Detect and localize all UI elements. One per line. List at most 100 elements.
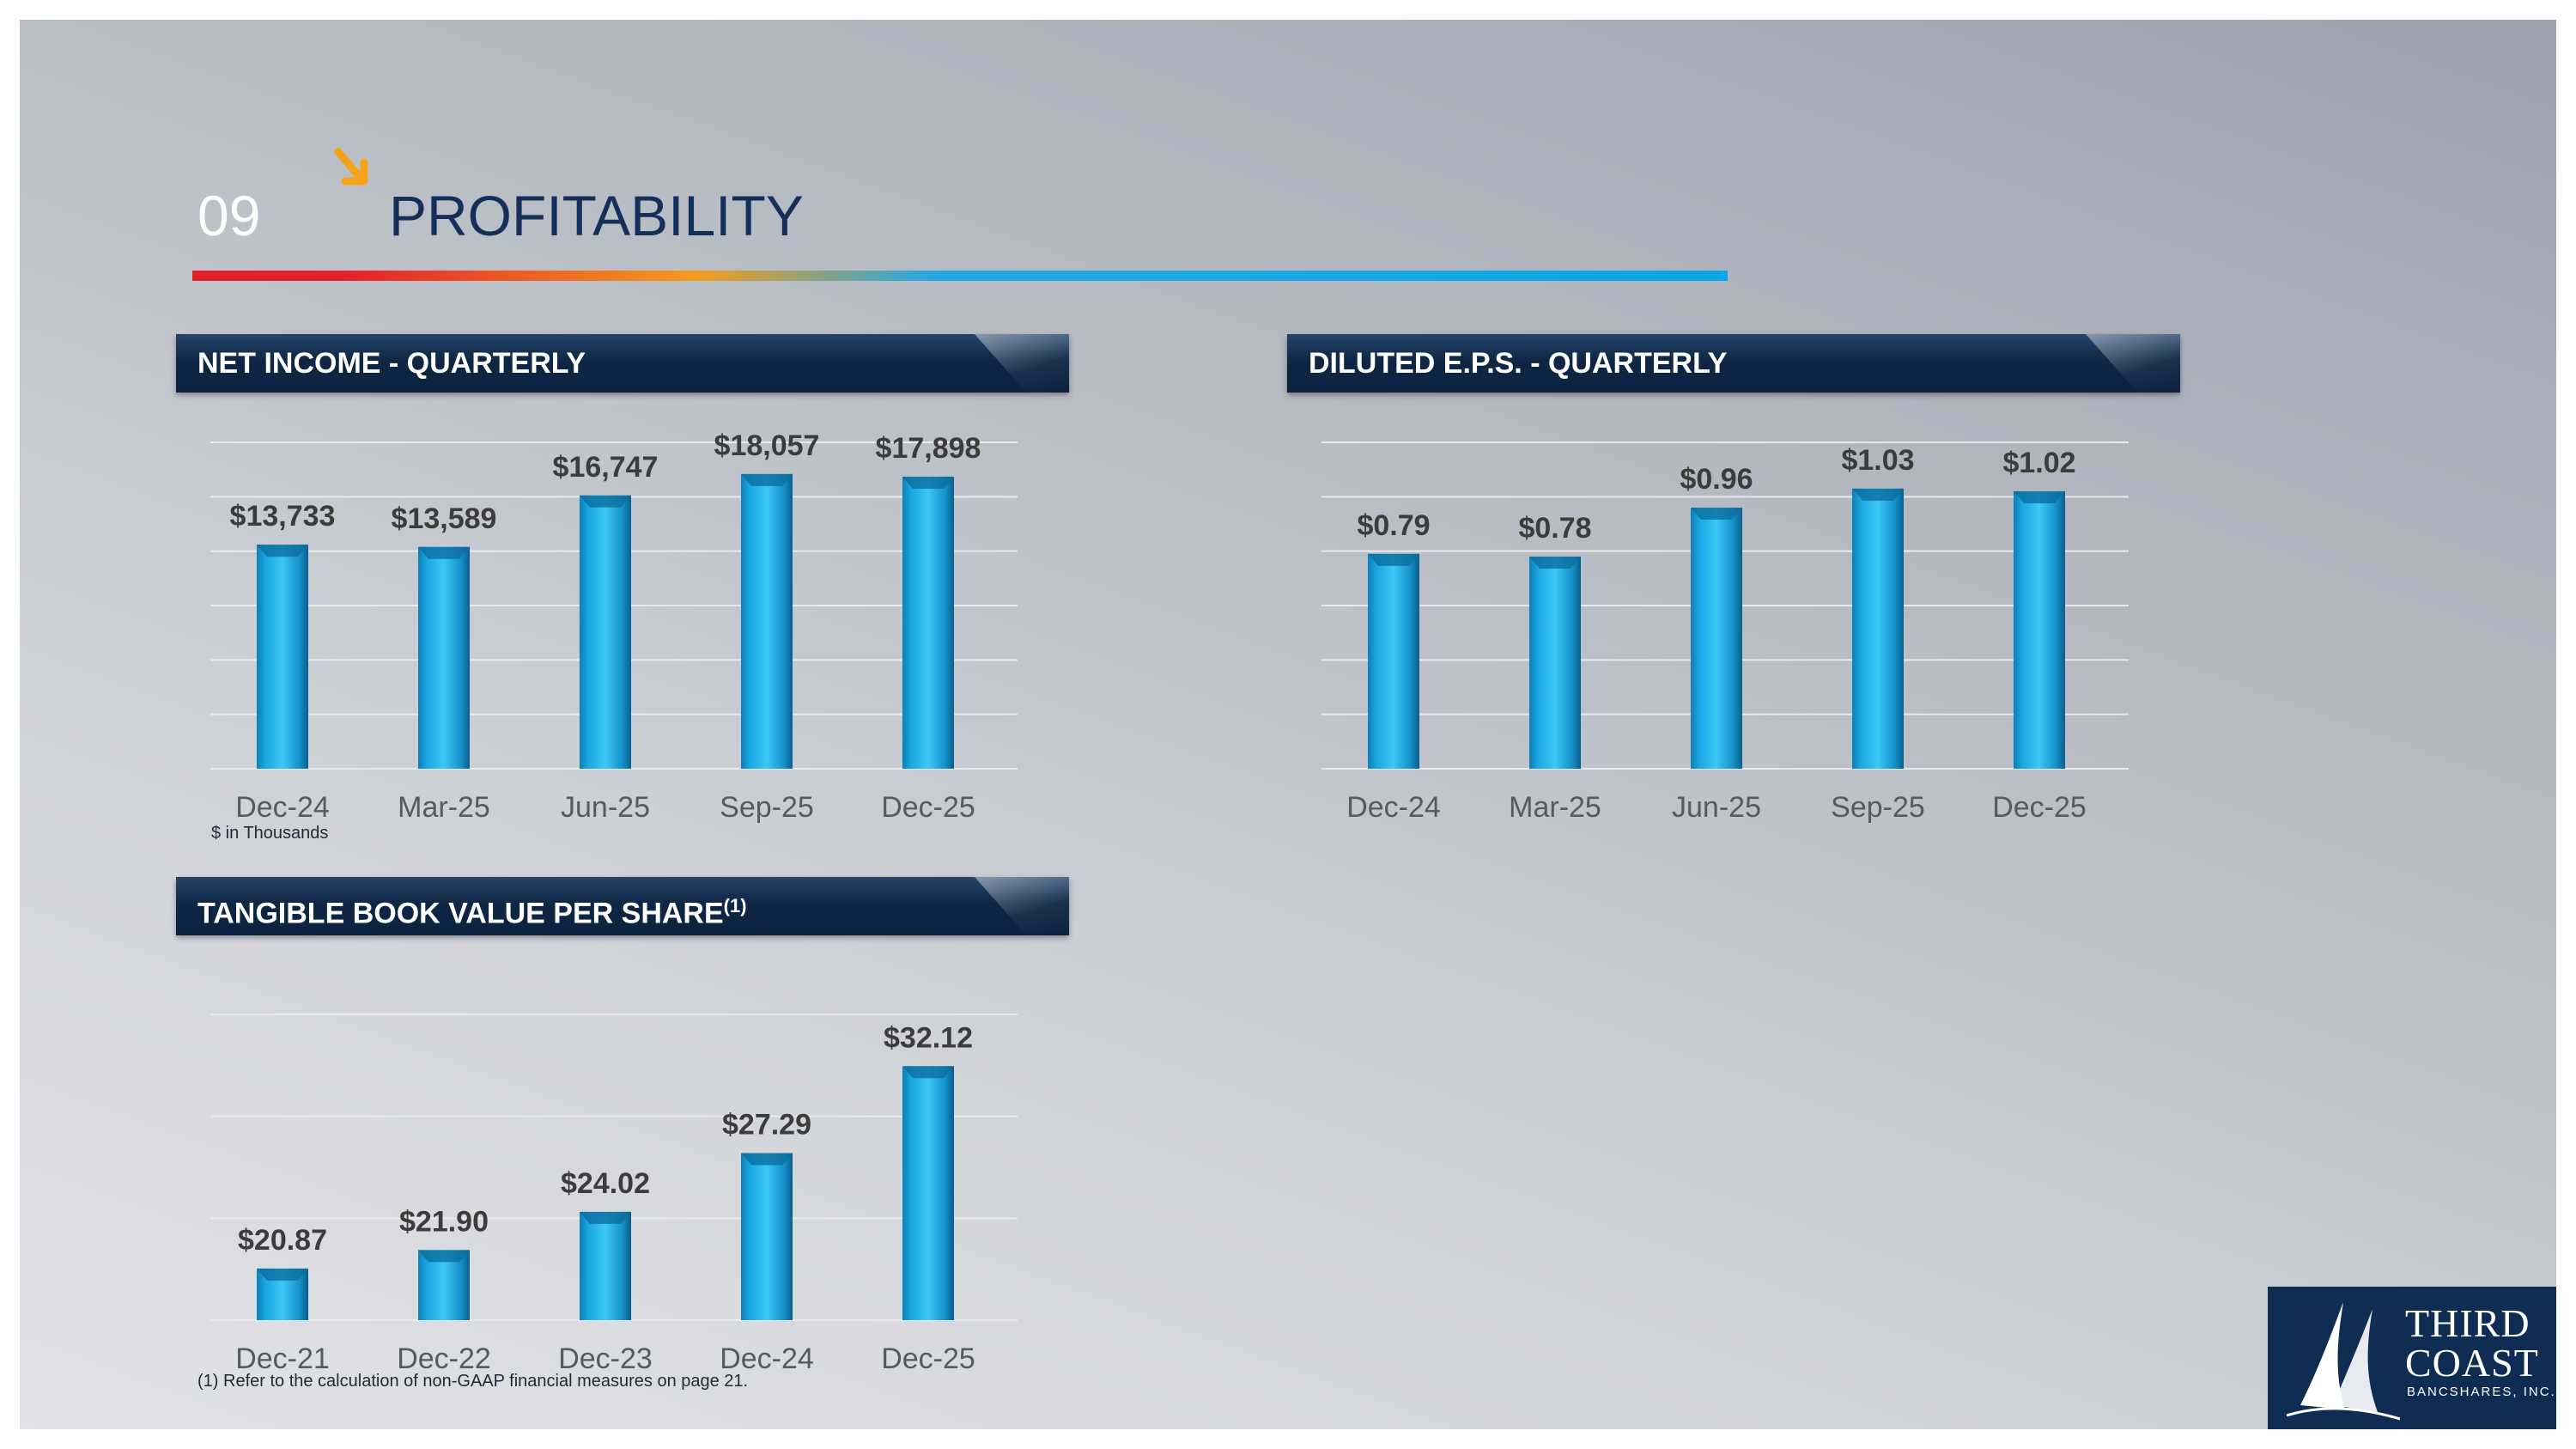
eps-chart: $0.79 Dec-24 $0.78 Mar-25 $0.96 Jun-25 $1.03 Se… [1304, 398, 2146, 849]
x-tick-label: Dec-22 [397, 1342, 491, 1375]
bar-bevel [418, 1250, 470, 1263]
sail-logo-icon [2286, 1302, 2401, 1421]
bar [1691, 508, 1742, 769]
bar-bevel [418, 546, 470, 559]
x-tick-label: Dec-24 [720, 1342, 814, 1375]
data-label: $13,733 [230, 500, 336, 533]
bar-group: $21.90 [399, 1205, 489, 1320]
net-income-chart: $13,733 Dec-24 $13,589 Mar-25 $16,747 Jun-25 $… [193, 398, 1035, 849]
data-label: $16,747 [553, 451, 659, 484]
bar-bevel [1368, 553, 1419, 566]
logo-line-3: BANCSHARES, INC. [2407, 1385, 2556, 1399]
title-divider [192, 271, 1728, 281]
net-income-banner: NET INCOME - QUARTERLY [176, 334, 1069, 393]
tbv-banner-footnote-marker: (1) [723, 895, 747, 916]
x-tick-label: Dec-24 [1346, 791, 1441, 824]
bar-group: $32.12 [884, 1021, 973, 1320]
banner-shine [975, 877, 1069, 935]
bar-group: $0.78 [1518, 512, 1592, 769]
bar-group: $1.02 [2002, 447, 2076, 769]
data-label: $0.96 [1680, 463, 1753, 496]
bar [741, 473, 793, 769]
bar-group: $18,057 [714, 429, 820, 769]
bar-group: $20.87 [238, 1224, 327, 1320]
banner-shine [2086, 334, 2180, 393]
data-label: $18,057 [714, 429, 820, 462]
bar-group: $24.02 [561, 1167, 650, 1320]
data-label: $32.12 [884, 1021, 973, 1054]
x-tick-label: Dec-21 [235, 1342, 330, 1375]
bar [580, 1211, 631, 1320]
banner-shine [975, 334, 1069, 393]
tbv-banner-text: TANGIBLE BOOK VALUE PER SHARE [197, 897, 724, 930]
bar-group: $0.79 [1357, 509, 1431, 769]
bar-bevel [1529, 557, 1581, 569]
x-tick-label: Mar-25 [398, 791, 490, 824]
net-income-banner-label: NET INCOME - QUARTERLY [197, 347, 586, 380]
chart-canvas: $13,733 Dec-24 $13,589 Mar-25 $16,747 Jun-25 $… [210, 429, 1018, 824]
bar-group: $13,733 [230, 500, 336, 769]
logo-line-1: THIRD [2405, 1301, 2530, 1345]
data-label: $20.87 [238, 1224, 327, 1257]
bar-bevel [257, 1268, 308, 1281]
tbv-chart: $20.87 Dec-21 $21.90 Dec-22 $24.02 Dec-23 $27.… [193, 965, 1035, 1407]
data-label: $24.02 [561, 1167, 650, 1200]
bar-group: $27.29 [722, 1108, 811, 1320]
x-tick-label: Dec-25 [1992, 791, 2087, 824]
x-tick-label: Sep-25 [1831, 791, 1925, 824]
x-tick-label: Dec-24 [235, 791, 330, 824]
section-number: 09 [197, 184, 261, 247]
bar-group: $17,898 [876, 432, 981, 769]
page-title: PROFITABILITY [389, 184, 804, 247]
x-tick-label: Dec-25 [881, 791, 975, 824]
data-label: $1.02 [2002, 447, 2075, 479]
bar-group: $0.96 [1680, 463, 1753, 769]
bar [902, 1066, 954, 1320]
bar-bevel [257, 545, 308, 557]
bar-bevel [902, 476, 954, 489]
bar [418, 546, 470, 769]
data-label: $21.90 [399, 1205, 489, 1238]
company-logo: THIRD COAST BANCSHARES, INC. [2268, 1287, 2556, 1429]
x-tick-label: Jun-25 [1672, 791, 1761, 824]
bar [1368, 553, 1419, 769]
data-label: $0.78 [1518, 512, 1591, 545]
chart-canvas: $20.87 Dec-21 $21.90 Dec-22 $24.02 Dec-23 $27.… [210, 1014, 1018, 1375]
eps-banner-label: DILUTED E.P.S. - QUARTERLY [1309, 347, 1728, 380]
data-label: $27.29 [722, 1108, 811, 1141]
data-label: $13,589 [392, 502, 497, 535]
bar-bevel [2014, 491, 2065, 503]
x-tick-label: Jun-25 [561, 791, 650, 824]
x-tick-label: Mar-25 [1509, 791, 1601, 824]
bar [257, 545, 308, 769]
bar-group: $16,747 [553, 451, 659, 769]
x-tick-label: Sep-25 [720, 791, 814, 824]
bar-bevel [741, 1153, 793, 1166]
tbv-banner: TANGIBLE BOOK VALUE PER SHARE(1) [176, 877, 1069, 935]
eps-banner: DILUTED E.P.S. - QUARTERLY [1287, 334, 2180, 393]
bar [1852, 488, 1904, 769]
bar [1529, 557, 1581, 769]
bar-bevel [1691, 508, 1742, 520]
bar-bevel [580, 1211, 631, 1224]
arrow-icon [334, 148, 368, 186]
logo-line-2: COAST [2405, 1341, 2539, 1385]
bar [741, 1153, 793, 1320]
data-label: $1.03 [1841, 444, 1914, 477]
bar [2014, 491, 2065, 769]
x-tick-label: Dec-25 [881, 1342, 975, 1375]
bar [580, 495, 631, 769]
footnote: (1) Refer to the calculation of non-GAAP… [197, 1372, 749, 1391]
bar-group: $13,589 [392, 502, 497, 769]
units-note: $ in Thousands [211, 824, 329, 843]
bar [902, 476, 954, 769]
bar-bevel [902, 1066, 954, 1079]
bar-group: $1.03 [1841, 444, 1915, 769]
bar-bevel [1852, 488, 1904, 501]
slide: 09 PROFITABILITY NET INCOME - QUARTERLY … [20, 20, 2556, 1429]
chart-canvas: $0.79 Dec-24 $0.78 Mar-25 $0.96 Jun-25 $1.03 Se… [1321, 441, 2129, 824]
data-label: $17,898 [876, 432, 981, 465]
tbv-banner-label: TANGIBLE BOOK VALUE PER SHARE(1) [197, 877, 747, 942]
data-label: $0.79 [1357, 509, 1430, 542]
bar-bevel [580, 495, 631, 508]
